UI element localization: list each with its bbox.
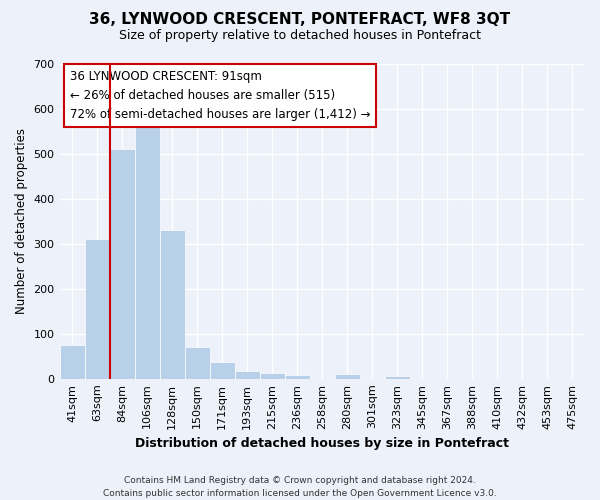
Bar [160,230,185,379]
Bar [235,371,260,379]
Bar [134,120,160,379]
X-axis label: Distribution of detached houses by size in Pontefract: Distribution of detached houses by size … [135,437,509,450]
Text: 36, LYNWOOD CRESCENT, PONTEFRACT, WF8 3QT: 36, LYNWOOD CRESCENT, PONTEFRACT, WF8 3Q… [89,12,511,28]
Bar [260,374,285,379]
Bar [335,374,360,379]
Bar [110,150,134,379]
Bar [59,345,85,379]
Bar [285,375,310,379]
Bar [85,240,110,379]
Bar [185,348,209,379]
Y-axis label: Number of detached properties: Number of detached properties [15,128,28,314]
Text: Contains HM Land Registry data © Crown copyright and database right 2024.
Contai: Contains HM Land Registry data © Crown c… [103,476,497,498]
Text: Size of property relative to detached houses in Pontefract: Size of property relative to detached ho… [119,29,481,42]
Bar [209,362,235,379]
Bar [385,376,410,379]
Text: 36 LYNWOOD CRESCENT: 91sqm
← 26% of detached houses are smaller (515)
72% of sem: 36 LYNWOOD CRESCENT: 91sqm ← 26% of deta… [70,70,371,122]
